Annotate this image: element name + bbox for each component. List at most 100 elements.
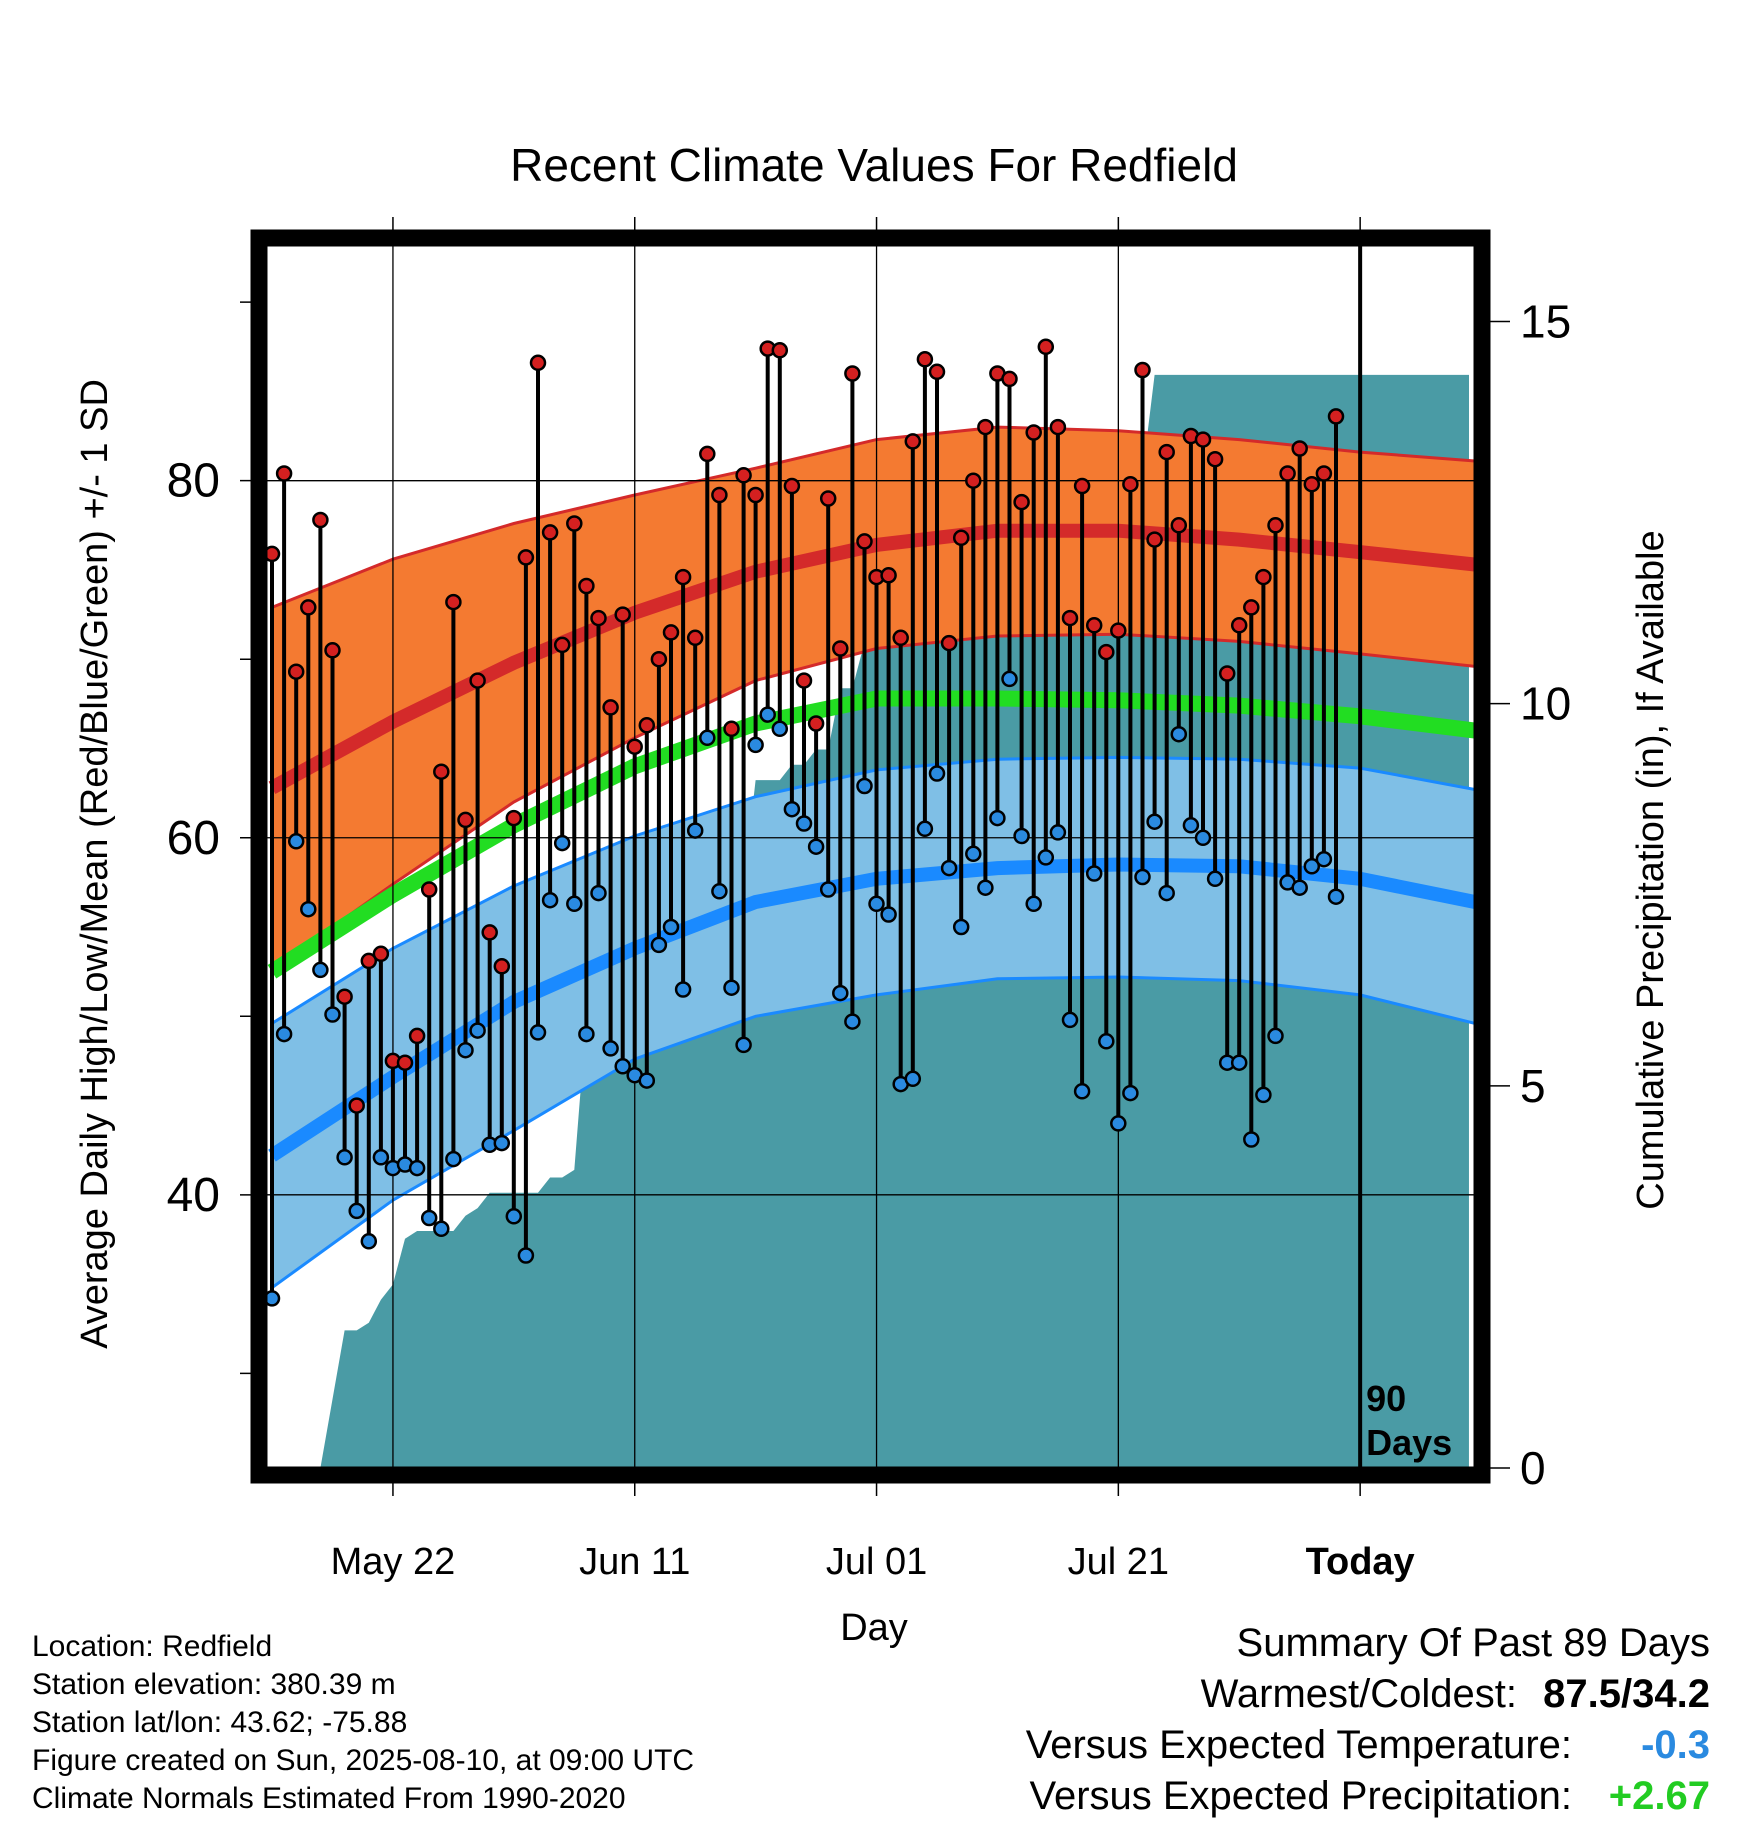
y-tick-label: 40 bbox=[167, 1169, 220, 1222]
daily-high-point bbox=[1218, 665, 1236, 682]
daily-high-point bbox=[566, 515, 583, 532]
daily-high-point bbox=[699, 445, 716, 463]
daily-high-point bbox=[420, 881, 438, 898]
daily-high-point bbox=[977, 418, 994, 436]
x-tick-label: Today bbox=[1306, 1541, 1415, 1583]
daily-low-point bbox=[1243, 1131, 1260, 1148]
daily-high-point bbox=[662, 624, 680, 641]
normals-period-text: Climate Normals Estimated From 1990-2020 bbox=[32, 1782, 626, 1815]
daily-low-point bbox=[433, 1220, 450, 1238]
daily-high-point bbox=[541, 524, 559, 541]
daily-high-point bbox=[408, 1027, 426, 1045]
daily-low-point bbox=[904, 1070, 922, 1088]
daily-high-point bbox=[445, 593, 462, 611]
daily-low-point bbox=[1146, 813, 1163, 830]
daily-low-points bbox=[266, 670, 1345, 1307]
precip-tick-label: 0 bbox=[1520, 1442, 1546, 1494]
station-info: Location: Redfield Station elevation: 38… bbox=[32, 1628, 694, 1818]
daily-low-point bbox=[856, 777, 873, 795]
chart-title: Recent Climate Values For Redfield bbox=[510, 139, 1238, 191]
daily-high-point bbox=[1303, 475, 1321, 493]
daily-high-point bbox=[650, 650, 668, 668]
daily-low-point bbox=[1134, 868, 1151, 886]
plot-frame bbox=[250, 229, 1491, 1484]
precip-tick-label: 15 bbox=[1520, 295, 1571, 347]
daily-high-point bbox=[505, 809, 523, 827]
daily-high-point bbox=[1291, 440, 1308, 457]
daily-low-point bbox=[348, 1202, 365, 1220]
daily-low-point bbox=[989, 809, 1006, 827]
warmest-coldest-row: Warmest/Coldest: 87.5/34.2 bbox=[1026, 1669, 1710, 1720]
daily-high-point bbox=[1279, 465, 1296, 482]
daily-low-point bbox=[1315, 850, 1333, 868]
daily-low-point bbox=[699, 729, 716, 747]
precip-tick-label: 5 bbox=[1520, 1060, 1546, 1112]
daily-high-point bbox=[674, 568, 692, 586]
daily-high-point bbox=[638, 717, 656, 734]
daily-high-point bbox=[312, 511, 329, 529]
daily-high-point bbox=[1001, 370, 1018, 388]
daily-low-point bbox=[1013, 827, 1030, 845]
daily-high-point bbox=[324, 642, 341, 659]
daily-high-point bbox=[1134, 361, 1151, 379]
daily-high-point bbox=[433, 763, 450, 780]
daily-low-point bbox=[372, 1149, 390, 1166]
daily-low-point bbox=[517, 1247, 535, 1264]
daily-high-point bbox=[1098, 643, 1115, 661]
warmest-coldest-label: Warmest/Coldest: bbox=[1200, 1672, 1517, 1716]
daily-high-point bbox=[832, 640, 849, 657]
x-tick-label: Jul 01 bbox=[826, 1541, 927, 1583]
daily-high-point bbox=[1315, 465, 1333, 482]
daily-low-point bbox=[1194, 829, 1212, 847]
daily-low-point bbox=[614, 1058, 631, 1075]
daily-low-point bbox=[1061, 1011, 1079, 1029]
daily-low-point bbox=[832, 984, 849, 1002]
daily-high-point bbox=[372, 945, 390, 963]
daily-high-point bbox=[553, 636, 571, 654]
daily-high-point bbox=[1073, 477, 1091, 495]
daily-high-point bbox=[723, 720, 740, 738]
daily-low-point bbox=[916, 820, 934, 838]
daily-high-point bbox=[1146, 531, 1163, 548]
daily-low-point bbox=[1037, 849, 1055, 866]
precip-anomaly-value: +2.67 bbox=[1608, 1774, 1710, 1818]
daily-low-point bbox=[807, 838, 825, 855]
daily-high-point bbox=[602, 699, 619, 716]
elevation-text: Station elevation: 380.39 m bbox=[32, 1668, 396, 1701]
daily-low-point bbox=[505, 1208, 523, 1225]
daily-high-point bbox=[795, 672, 813, 689]
daily-low-point bbox=[566, 895, 583, 913]
daily-low-point bbox=[457, 1041, 474, 1059]
daily-low-point bbox=[1182, 817, 1200, 834]
daily-high-point bbox=[1061, 609, 1079, 627]
daily-low-point bbox=[360, 1233, 378, 1250]
daily-high-point bbox=[481, 924, 498, 941]
daily-low-point bbox=[1255, 1086, 1272, 1104]
daily-high-point bbox=[1206, 450, 1224, 468]
daily-low-point bbox=[747, 736, 764, 754]
daily-high-point bbox=[457, 811, 474, 829]
daily-high-point bbox=[1037, 338, 1055, 356]
daily-low-point bbox=[880, 906, 897, 923]
daily-low-point bbox=[578, 1025, 595, 1043]
daily-low-point bbox=[977, 879, 994, 896]
daily-high-point bbox=[1255, 568, 1272, 586]
daily-high-point bbox=[360, 952, 378, 970]
y-axis-label-right: Cumulative Precipitation (in), If Availa… bbox=[1630, 530, 1672, 1209]
precip-tick-label: 10 bbox=[1520, 678, 1571, 730]
daily-low-point bbox=[940, 859, 958, 877]
daily-low-point bbox=[819, 881, 837, 898]
daily-high-point bbox=[1230, 617, 1248, 634]
daily-high-point bbox=[965, 472, 982, 489]
daily-high-point bbox=[1243, 599, 1260, 616]
daily-high-point bbox=[626, 738, 643, 755]
daily-high-point bbox=[904, 433, 922, 450]
daily-low-point bbox=[723, 979, 740, 996]
x-tick-label: Jun 11 bbox=[579, 1541, 690, 1583]
daily-high-point bbox=[300, 599, 317, 616]
daily-low-point bbox=[529, 1024, 547, 1041]
daily-high-point bbox=[880, 567, 897, 584]
precip-anomaly-label: Versus Expected Precipitation: bbox=[1029, 1774, 1572, 1818]
